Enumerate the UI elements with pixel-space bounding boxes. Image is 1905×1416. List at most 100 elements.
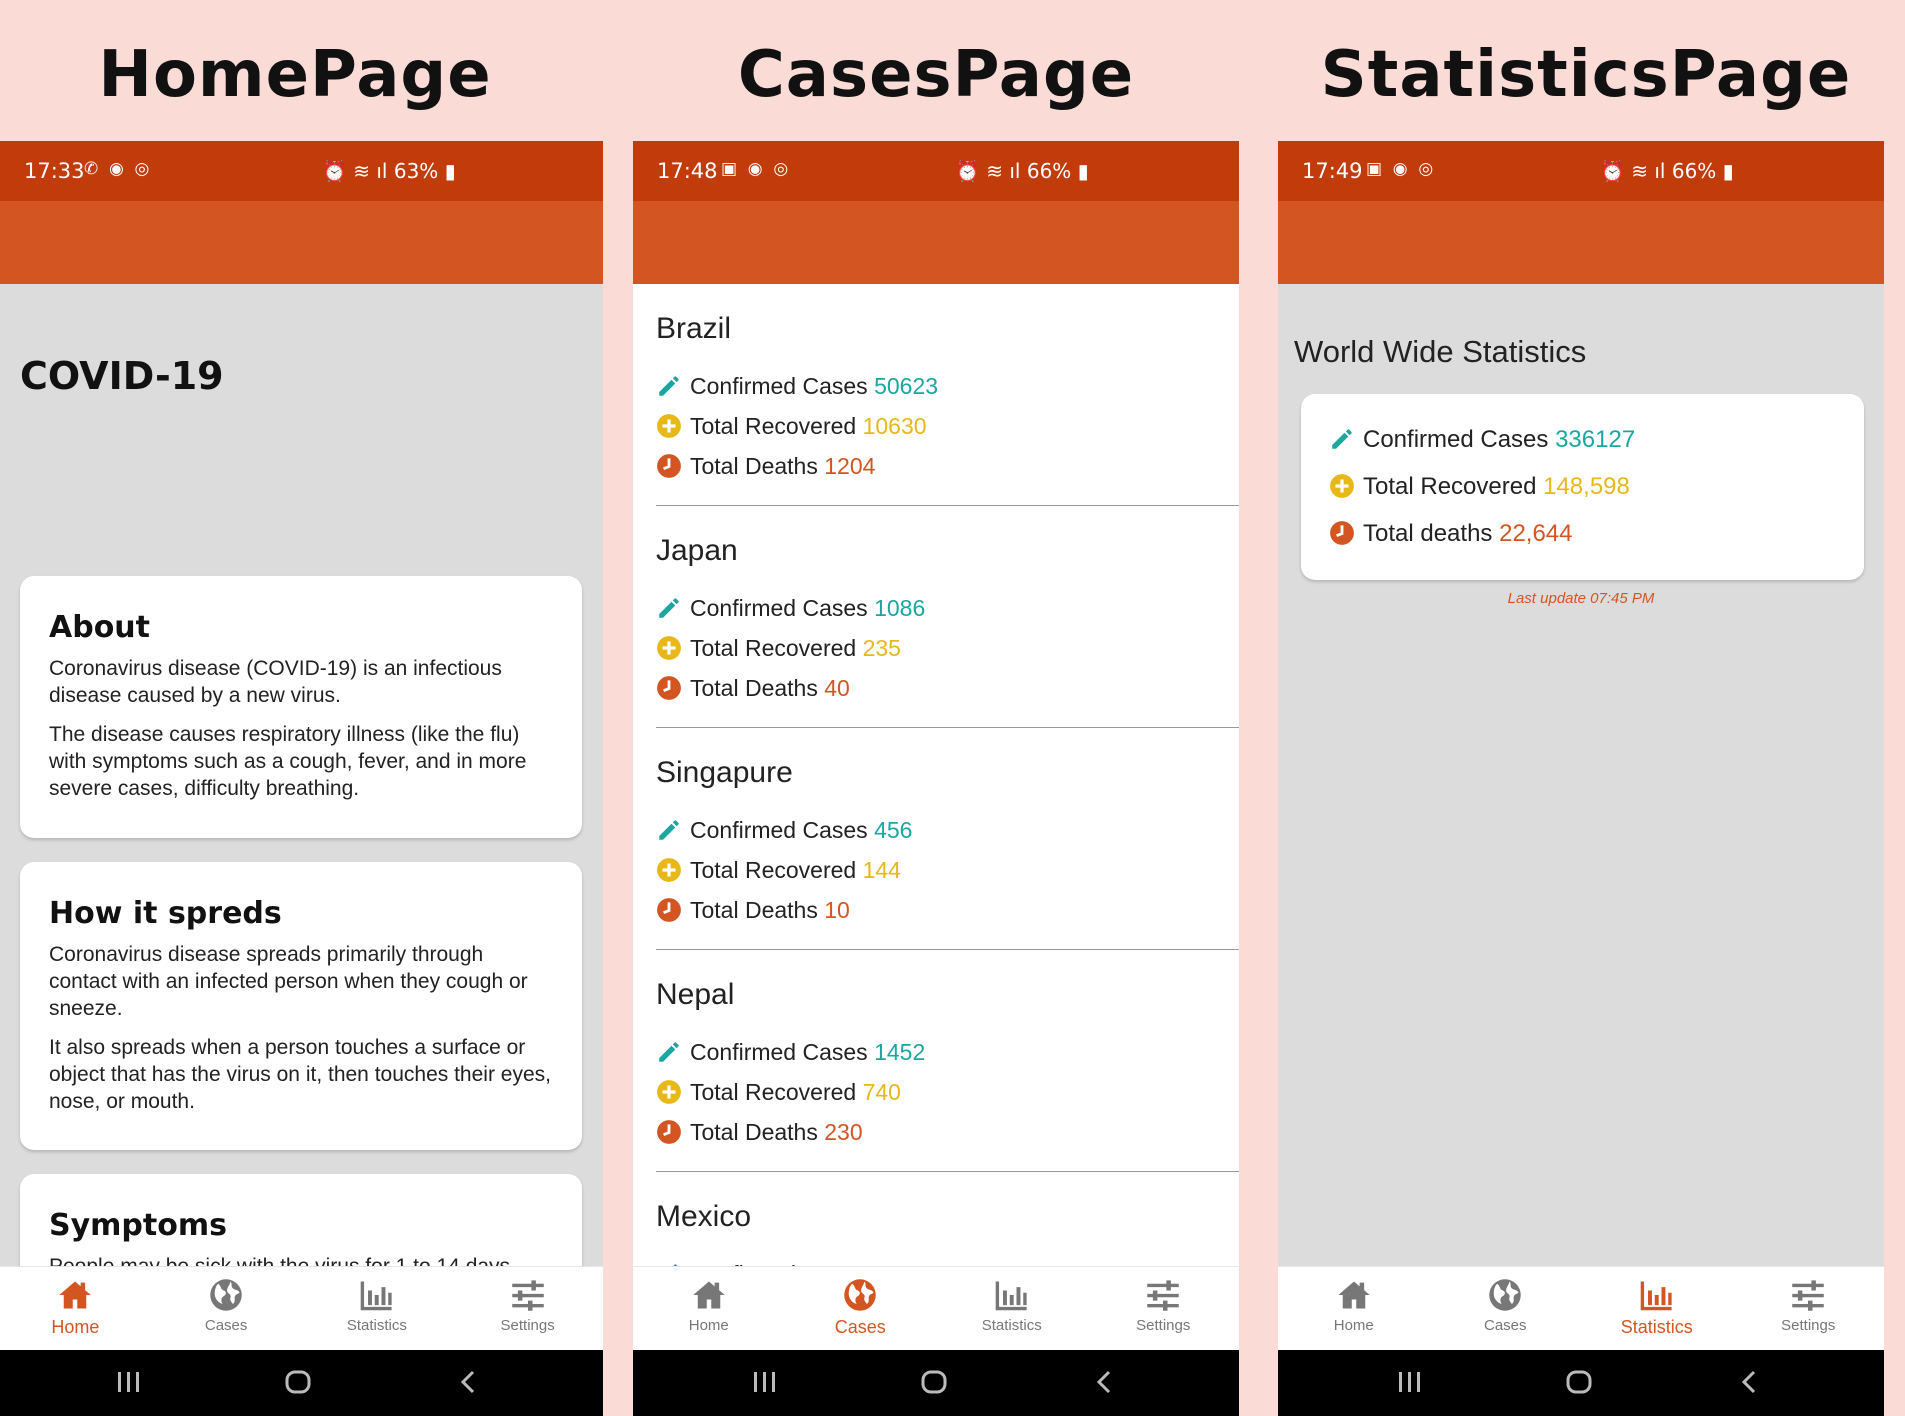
bar-chart-icon — [359, 1277, 395, 1313]
stat-label: Confirmed Cases — [690, 373, 868, 399]
system-navigation-bar — [633, 1350, 1239, 1416]
nav-settings[interactable]: Settings — [1733, 1267, 1885, 1350]
recent-apps-icon[interactable] — [752, 1368, 778, 1396]
stat-label: Confirmed Cases — [690, 1261, 868, 1266]
plus-circle-icon — [1329, 473, 1355, 499]
country-item[interactable]: Nepal Confirmed Cases 1452 Total Recover… — [656, 950, 1239, 1172]
plus-circle-icon — [656, 857, 682, 883]
pencil-icon — [656, 817, 682, 843]
country-item[interactable]: Singapure Confirmed Cases 456 Total Reco… — [656, 728, 1239, 950]
nav-settings[interactable]: Settings — [452, 1267, 603, 1350]
clock-icon — [1329, 520, 1355, 546]
country-item[interactable]: Mexico Confirmed Cases — [656, 1172, 1239, 1266]
recovered-row: Total Recovered 144 — [656, 852, 901, 888]
deaths-value: 230 — [824, 1119, 863, 1145]
status-bar: 17:33 ✆ ◉ ◎ ⏰ ≋ ıl 63% ▮ — [0, 141, 603, 201]
stat-label: Total deaths — [1363, 520, 1493, 547]
about-card: About Coronavirus disease (COVID-19) is … — [20, 576, 582, 838]
card-paragraph: Coronavirus disease spreads primarily th… — [49, 943, 528, 1020]
globe-icon — [842, 1277, 878, 1313]
deaths-row: Total Deaths 1204 — [656, 448, 875, 484]
confirmed-row: Confirmed Cases 50623 — [656, 368, 938, 404]
plus-circle-icon — [656, 1079, 682, 1105]
notification-icons: ▣ ◉ ◎ — [721, 159, 792, 178]
nav-statistics[interactable]: Statistics — [302, 1267, 453, 1350]
system-navigation-bar — [1278, 1350, 1884, 1416]
cases-content[interactable]: Brazil Confirmed Cases 50623 Total Recov… — [633, 284, 1239, 1266]
recovered-row: Total Recovered 740 — [656, 1074, 901, 1110]
app-bar — [0, 201, 603, 284]
home-button-icon[interactable] — [284, 1368, 312, 1396]
nav-cases[interactable]: Cases — [1430, 1267, 1582, 1350]
nav-statistics[interactable]: Statistics — [1581, 1267, 1733, 1350]
card-title: How it spreds — [49, 896, 282, 931]
stat-label: Total Deaths — [690, 897, 818, 923]
sliders-icon — [510, 1277, 546, 1313]
status-bar: 17:49 ▣ ◉ ◎ ⏰ ≋ ıl 66% ▮ — [1278, 141, 1884, 201]
nav-home[interactable]: Home — [0, 1267, 151, 1350]
country-list: Brazil Confirmed Cases 50623 Total Recov… — [633, 284, 1239, 1266]
recovered-value: 740 — [862, 1079, 901, 1105]
back-icon[interactable] — [1094, 1368, 1114, 1396]
recovered-value: 10630 — [862, 413, 927, 439]
home-icon — [691, 1277, 727, 1313]
battery-text: 66% — [1671, 159, 1717, 183]
back-icon[interactable] — [458, 1368, 478, 1396]
page-title: COVID-19 — [20, 354, 224, 398]
pencil-icon — [656, 373, 682, 399]
home-content[interactable]: COVID-19 About Coronavirus disease (COVI… — [0, 284, 603, 1266]
clock-icon — [656, 897, 682, 923]
deaths-value: 1204 — [824, 453, 876, 479]
plus-circle-icon — [656, 413, 682, 439]
nav-settings[interactable]: Settings — [1088, 1267, 1240, 1350]
status-time: 17:49 — [1302, 159, 1363, 183]
bottom-navigation: Home Cases Statistics Settings — [633, 1266, 1239, 1350]
stat-label: Confirmed Cases — [690, 817, 868, 843]
card-paragraph: It also spreads when a person touches a … — [49, 1036, 551, 1113]
clock-icon — [656, 453, 682, 479]
status-bar: 17:48 ▣ ◉ ◎ ⏰ ≋ ıl 66% ▮ — [633, 141, 1239, 201]
nav-label: Cases — [204, 1317, 248, 1334]
nav-label: Home — [51, 1317, 100, 1337]
globe-icon — [208, 1277, 244, 1313]
nav-cases[interactable]: Cases — [151, 1267, 302, 1350]
cases-screen: 17:48 ▣ ◉ ◎ ⏰ ≋ ıl 66% ▮ Brazil Confirme… — [633, 141, 1239, 1416]
stat-label: Total Deaths — [690, 675, 818, 701]
confirmed-row: Confirmed Cases 1452 — [656, 1034, 925, 1070]
country-name: Singapure — [656, 756, 793, 789]
clock-icon — [656, 1119, 682, 1145]
country-item[interactable]: Japan Confirmed Cases 1086 Total Recover… — [656, 506, 1239, 728]
recovered-value: 148,598 — [1543, 473, 1630, 500]
nav-label: Settings — [1136, 1317, 1191, 1334]
stat-label: Total Recovered — [690, 1079, 857, 1105]
nav-home[interactable]: Home — [1278, 1267, 1430, 1350]
battery-text: 63% — [393, 159, 439, 183]
confirmed-value: 50623 — [874, 373, 939, 399]
nav-label: Cases — [1483, 1317, 1527, 1334]
stat-label: Total Deaths — [690, 1119, 818, 1145]
app-bar — [633, 201, 1239, 284]
country-item[interactable]: Brazil Confirmed Cases 50623 Total Recov… — [656, 284, 1239, 506]
recent-apps-icon[interactable] — [116, 1368, 142, 1396]
back-icon[interactable] — [1739, 1368, 1759, 1396]
confirmed-row: Confirmed Cases 336127 — [1329, 422, 1635, 458]
deaths-row: Total Deaths 230 — [656, 1114, 863, 1150]
nav-statistics[interactable]: Statistics — [936, 1267, 1088, 1350]
stat-label: Total Recovered — [1363, 473, 1537, 500]
home-button-icon[interactable] — [1565, 1368, 1593, 1396]
nav-cases[interactable]: Cases — [785, 1267, 937, 1350]
statistics-content: World Wide Statistics — [1278, 284, 1884, 1266]
recovered-value: 144 — [862, 857, 901, 883]
deaths-value: 40 — [824, 675, 850, 701]
confirmed-value: 1452 — [874, 1039, 926, 1065]
country-name: Nepal — [656, 978, 735, 1011]
how-it-spreads-card: How it spreds Coronavirus disease spread… — [20, 862, 582, 1150]
recent-apps-icon[interactable] — [1397, 1368, 1423, 1396]
page-title: World Wide Statistics — [1294, 334, 1587, 369]
home-button-icon[interactable] — [920, 1368, 948, 1396]
nav-home[interactable]: Home — [633, 1267, 785, 1350]
deaths-row: Total deaths 22,644 — [1329, 516, 1573, 552]
stat-label: Total Recovered — [690, 413, 857, 439]
confirmed-row: Confirmed Cases 1086 — [656, 590, 925, 626]
status-time: 17:48 — [657, 159, 718, 183]
